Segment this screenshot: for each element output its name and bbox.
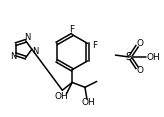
- Text: N: N: [10, 52, 16, 61]
- Text: O: O: [136, 39, 144, 48]
- Text: N: N: [25, 33, 31, 42]
- Text: S: S: [126, 52, 133, 62]
- Text: O: O: [136, 66, 144, 75]
- Text: F: F: [70, 25, 75, 34]
- Text: F: F: [92, 41, 97, 50]
- Text: OH: OH: [147, 53, 161, 62]
- Text: N: N: [32, 47, 38, 56]
- Text: OH: OH: [54, 92, 68, 101]
- Text: OH: OH: [81, 98, 95, 107]
